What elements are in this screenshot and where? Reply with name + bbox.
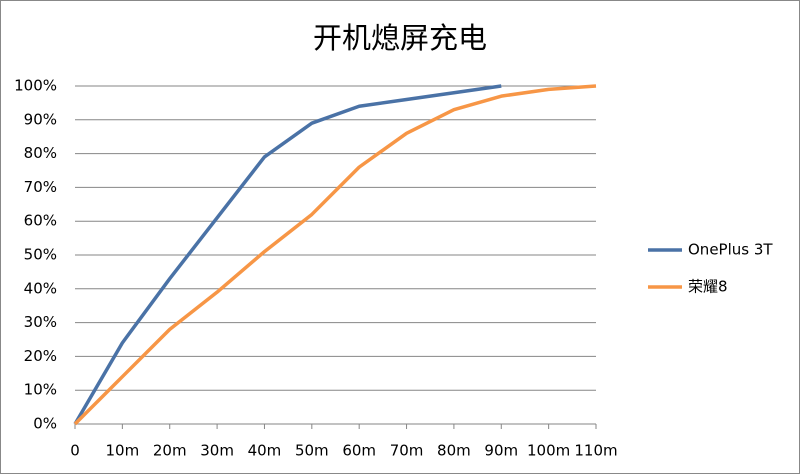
x-tick-label: 30m <box>200 442 234 460</box>
y-tick-label: 80% <box>24 144 57 162</box>
y-tick-label: 10% <box>24 381 57 399</box>
series-line <box>73 84 502 425</box>
y-tick-label: 70% <box>24 178 57 196</box>
x-tick-label: 80m <box>437 442 471 460</box>
y-tick-label: 90% <box>24 110 57 128</box>
y-tick-label: 0% <box>33 415 57 433</box>
y-tick-label: 50% <box>24 246 57 264</box>
y-tick-label: 30% <box>24 313 57 331</box>
chart-title: 开机熄屏充电 <box>313 21 487 55</box>
y-tick-label: 20% <box>24 347 57 365</box>
x-tick-label: 70m <box>390 442 424 460</box>
legend-label: OnePlus 3T <box>688 241 773 259</box>
legend-label: 荣耀8 <box>688 278 728 296</box>
x-tick-label: 60m <box>342 442 376 460</box>
x-tick-label: 100m <box>527 442 570 460</box>
y-tick-label: 100% <box>14 77 57 95</box>
x-tick-label: 40m <box>248 442 282 460</box>
x-tick-label: 0 <box>70 442 80 460</box>
series-line <box>73 84 597 426</box>
y-tick-label: 60% <box>24 212 57 230</box>
x-tick-label: 50m <box>295 442 329 460</box>
x-tick-label: 110m <box>574 442 617 460</box>
x-tick-label: 10m <box>106 442 140 460</box>
x-tick-label: 20m <box>153 442 187 460</box>
y-tick-label: 40% <box>24 279 57 297</box>
x-tick-label: 90m <box>484 442 518 460</box>
